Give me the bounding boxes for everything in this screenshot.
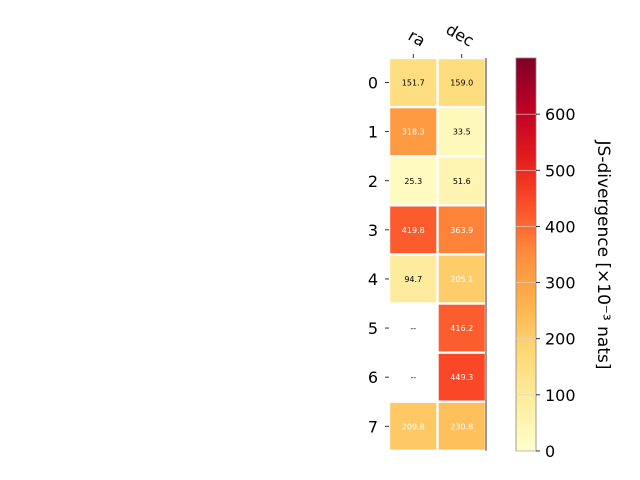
row-tick-label: 0: [368, 74, 378, 93]
heatmap-cell: [438, 157, 485, 205]
colorbar-tick-label: 100: [545, 386, 576, 405]
heatmap-cell: [390, 353, 437, 401]
heatmap-cell: [438, 353, 485, 401]
cell-value-label: 363.9: [450, 226, 473, 235]
heatmap-cell: [390, 59, 437, 106]
heatmap-cell: [390, 206, 437, 254]
cell-value-label: 94.7: [404, 275, 422, 284]
colorbar-gradient: [515, 57, 537, 452]
cell-value-label: 151.7: [402, 79, 425, 88]
heatmap-cell: [390, 402, 437, 450]
row-tick-label: 2: [368, 172, 378, 191]
row-tick-label: 5: [368, 319, 378, 338]
cell-value-label: 205.1: [450, 275, 473, 284]
cell-value-label: 318.3: [402, 128, 425, 137]
row-tick-label: 1: [368, 123, 378, 142]
heatmap-cell: [438, 255, 485, 303]
heatmap-cell: [390, 255, 437, 303]
heatmap-cell: [390, 157, 437, 205]
cell-value-label: 25.3: [404, 177, 422, 186]
cell-value-label: 159.0: [450, 79, 473, 88]
row-tick-label: 6: [368, 368, 378, 387]
heatmap-plot: 151.7 159.0 318.3 33.5 25.3 51.6 419.8 363.9 94.…: [368, 20, 487, 451]
cell-value-label: 230.8: [450, 422, 473, 431]
row-tick-label: 3: [368, 221, 378, 240]
row-tick-label: 4: [368, 270, 378, 289]
colorbar-tick-label: 300: [545, 274, 576, 293]
colorbar-tick-label: 500: [545, 161, 576, 180]
cell-value-label: 419.8: [402, 226, 425, 235]
heatmap-cell: [390, 304, 437, 352]
cell-value-label: 416.2: [450, 324, 473, 333]
cell-value-label: 209.8: [402, 422, 425, 431]
heatmap-cell: [438, 304, 485, 352]
colorbar-tick-label: 200: [545, 330, 576, 349]
cell-value-label: 33.5: [453, 128, 471, 137]
colorbar-tick-label: 400: [545, 217, 576, 236]
colorbar-tick-label: 600: [545, 105, 576, 124]
column-tick-label: ra: [405, 26, 429, 51]
colorbar-tick-label: 0: [545, 442, 555, 461]
row-tick-label: 7: [368, 417, 378, 436]
column-tick-label: dec: [443, 20, 477, 51]
colorbar-label: JS-divergence [×10⁻³ nats]: [593, 140, 613, 370]
cell-value-label: --: [410, 324, 416, 333]
cell-value-label: --: [410, 373, 416, 382]
heatmap-cell: [438, 108, 485, 155]
colorbar: 0 100 200 300 400 500 600 JS-divergence [×10⁻³…: [515, 57, 613, 461]
heatmap-cell: [390, 108, 437, 155]
cell-value-label: 449.3: [450, 373, 473, 382]
cell-value-label: 51.6: [453, 177, 471, 186]
heatmap-cell: [438, 206, 485, 254]
heatmap-cell: [438, 402, 485, 450]
heatmap-cell: [438, 59, 485, 106]
